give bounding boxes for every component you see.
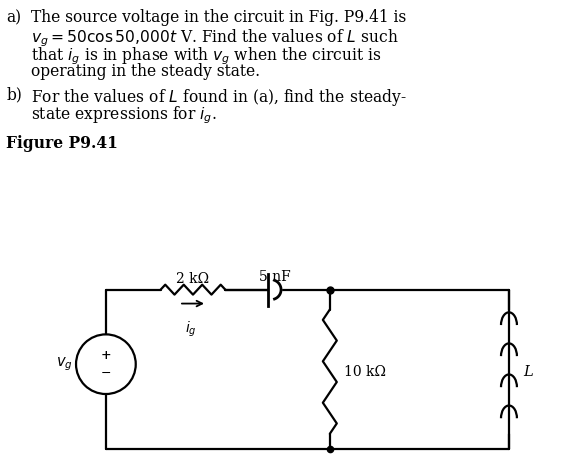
Text: $i_g$: $i_g$ <box>185 319 197 339</box>
Text: state expressions for $i_g$.: state expressions for $i_g$. <box>31 105 217 126</box>
Text: 2 kΩ: 2 kΩ <box>177 272 209 286</box>
Text: For the values of $L$ found in (a), find the steady-: For the values of $L$ found in (a), find… <box>31 87 407 108</box>
Text: $v_g = 50\cos 50{,}000t$ V. Find the values of $L$ such: $v_g = 50\cos 50{,}000t$ V. Find the val… <box>31 27 399 49</box>
Text: +: + <box>101 349 111 362</box>
Text: The source voltage in the circuit in Fig. P9.41 is: The source voltage in the circuit in Fig… <box>31 9 407 26</box>
Text: L: L <box>523 365 533 379</box>
Text: −: − <box>101 367 111 380</box>
Text: $v_g$: $v_g$ <box>56 356 73 373</box>
Text: 10 kΩ: 10 kΩ <box>344 365 386 379</box>
Text: 5 nF: 5 nF <box>259 270 291 284</box>
Text: b): b) <box>6 87 22 104</box>
Text: that $i_g$ is in phase with $v_g$ when the circuit is: that $i_g$ is in phase with $v_g$ when t… <box>31 45 381 67</box>
Text: Figure P9.41: Figure P9.41 <box>6 135 118 151</box>
Text: a): a) <box>6 9 22 26</box>
Text: operating in the steady state.: operating in the steady state. <box>31 63 260 80</box>
